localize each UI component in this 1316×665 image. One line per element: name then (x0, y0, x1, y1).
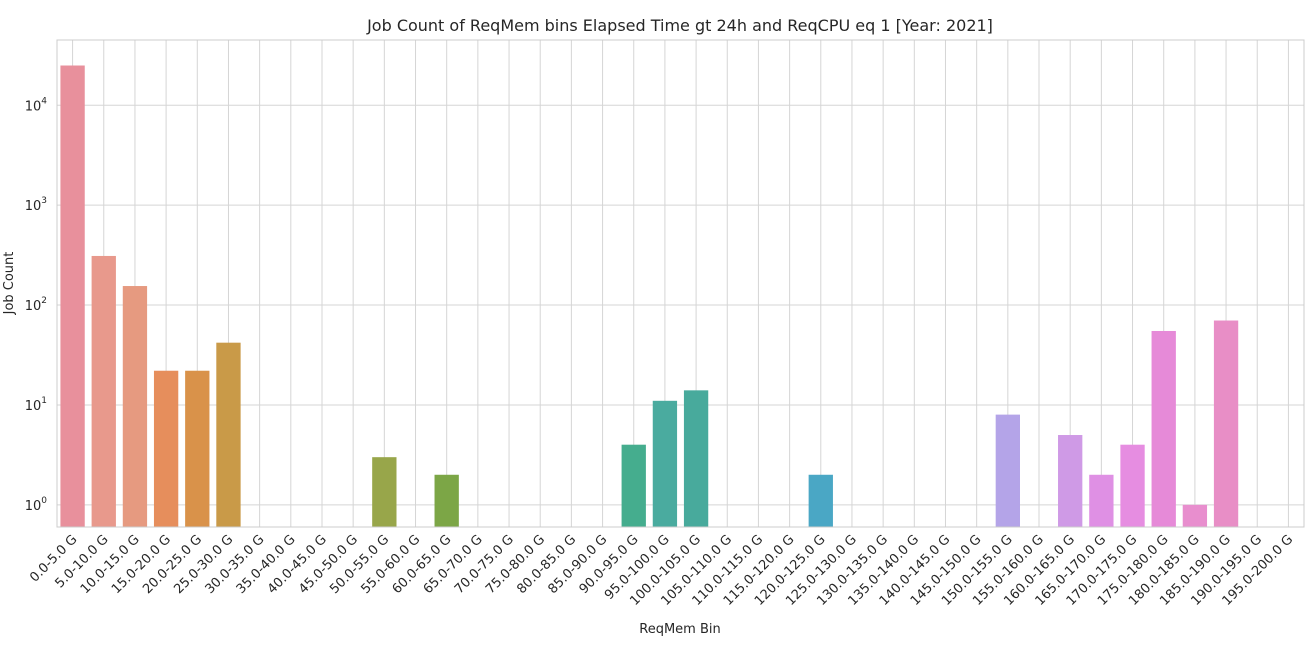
y-tick-base: 10 (25, 499, 42, 514)
bar-20-0-25-0-G (185, 370, 210, 527)
bar-170-0-175-0-G (1120, 444, 1145, 527)
bar-100-0-105-0-G (683, 390, 709, 527)
y-tick-base: 10 (25, 99, 42, 114)
y-tick-exponent: 1 (41, 396, 47, 406)
bar-165-0-170-0-G (1089, 474, 1114, 527)
bar-0-0-5-0-G (60, 65, 85, 528)
bar-50-0-55-0-G (372, 457, 397, 527)
y-tick-label: 102 (25, 296, 47, 314)
chart-title: Job Count of ReqMem bins Elapsed Time gt… (366, 16, 993, 35)
y-tick-exponent: 2 (41, 296, 47, 306)
bar-175-0-180-0-G (1151, 330, 1176, 527)
bar-15-0-20-0-G (153, 370, 179, 527)
x-axis-label: ReqMem Bin (639, 622, 720, 637)
y-axis-label: Job Count (2, 252, 17, 316)
y-tick-label: 104 (25, 96, 48, 114)
y-tick-exponent: 4 (41, 96, 47, 106)
bar-160-0-165-0-G (1058, 435, 1083, 527)
bar-120-0-125-0-G (808, 474, 833, 527)
bars (60, 65, 1239, 528)
plot-frame (56, 39, 1305, 528)
y-tick-label: 103 (25, 196, 47, 214)
bar-95-0-100-0-G (652, 400, 678, 527)
bar-5-0-10-0-G (91, 255, 116, 527)
bar-90-0-95-0-G (621, 444, 646, 527)
y-tick-exponent: 0 (41, 496, 47, 506)
bar-150-0-155-0-G (995, 414, 1020, 527)
y-tick-base: 10 (25, 399, 42, 414)
y-tick-base: 10 (25, 299, 42, 314)
bar-185-0-190-0-G (1213, 320, 1239, 527)
y-tick-exponent: 3 (41, 196, 47, 206)
bar-180-0-185-0-G (1182, 504, 1208, 527)
y-tick-base: 10 (25, 199, 42, 214)
y-tick-label: 101 (25, 396, 47, 414)
y-tick-label: 100 (25, 496, 48, 514)
bar-60-0-65-0-G (434, 474, 459, 527)
bar-10-0-15-0-G (122, 286, 148, 527)
bar-25-0-30-0-G (216, 342, 241, 527)
